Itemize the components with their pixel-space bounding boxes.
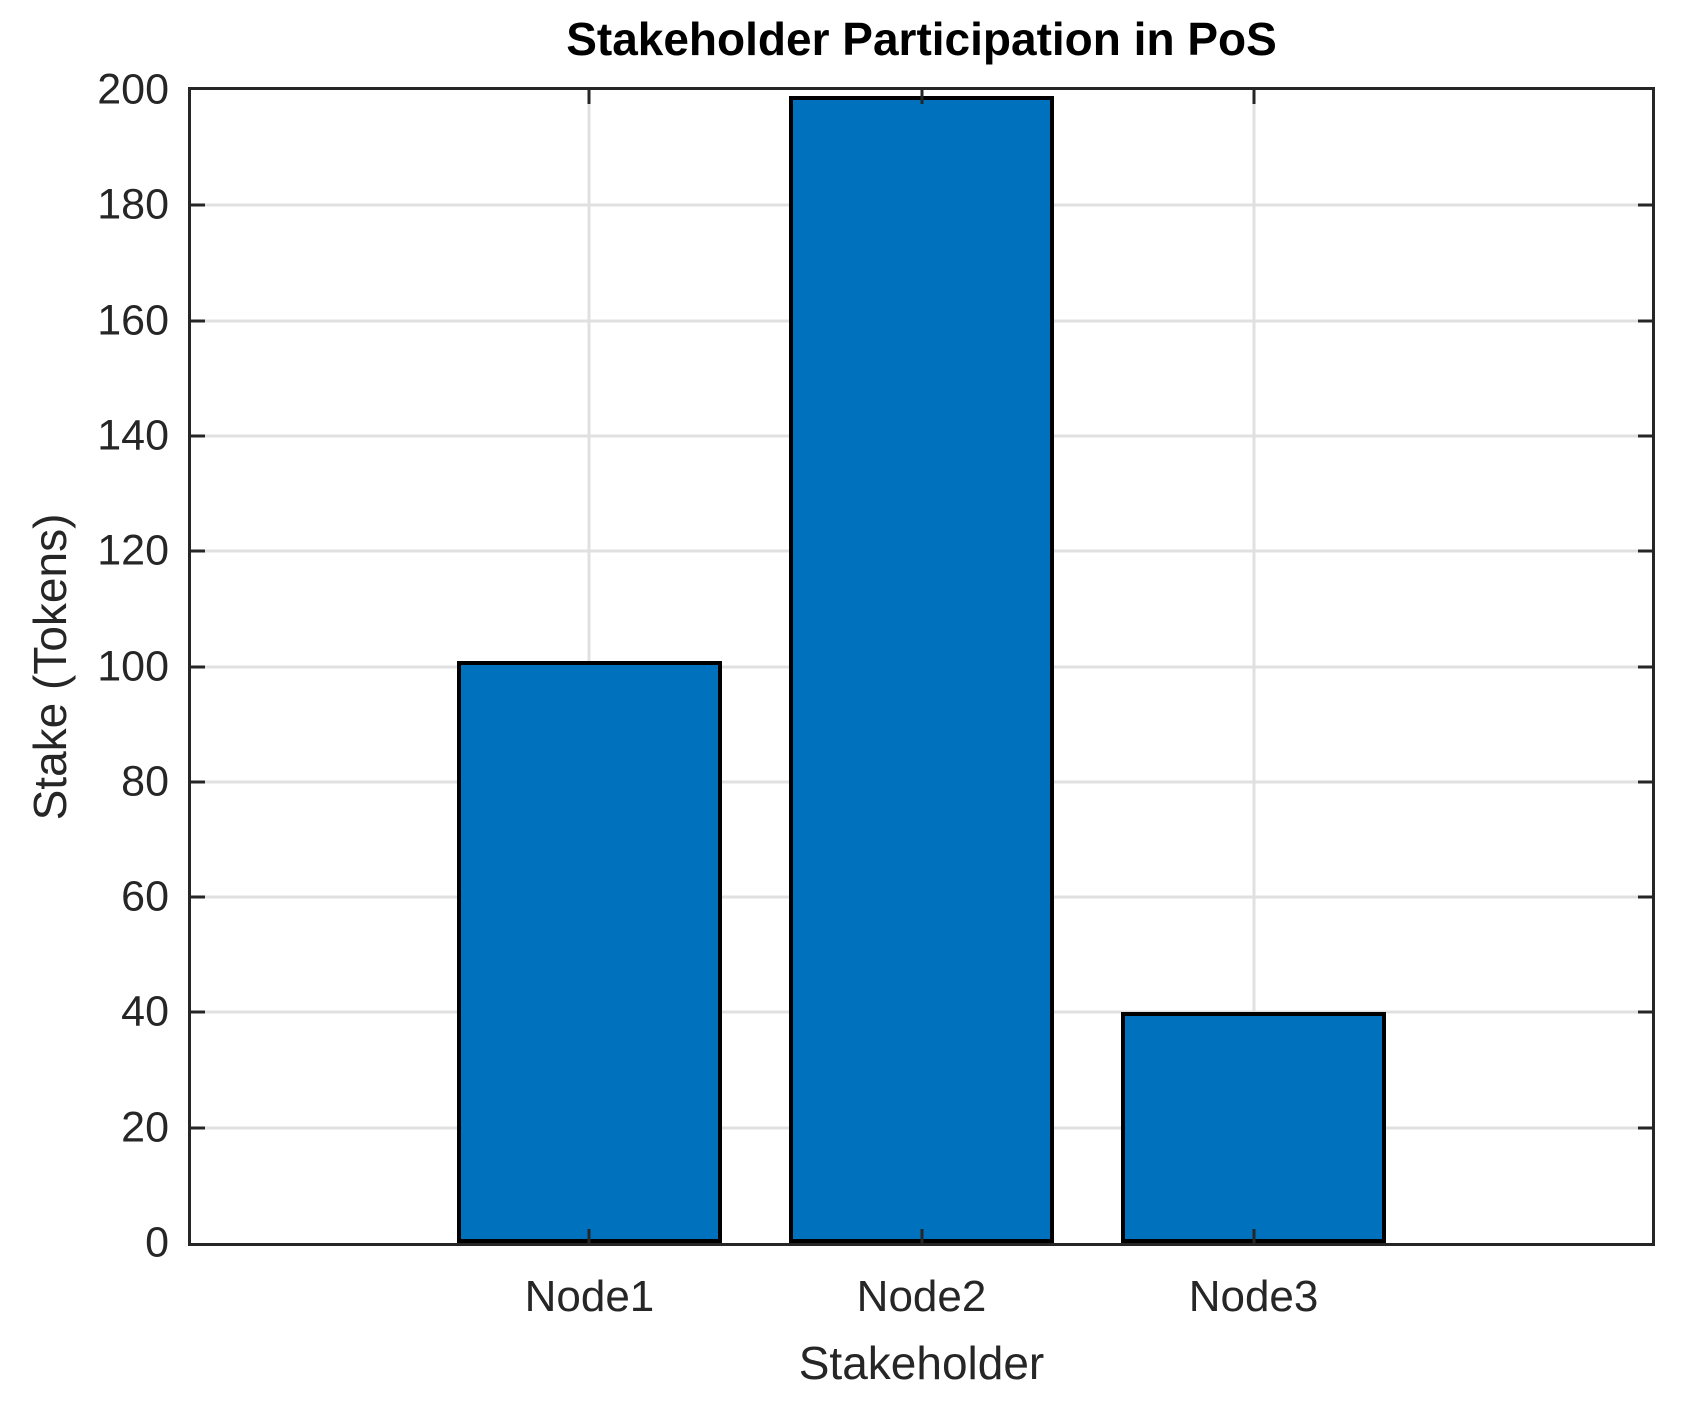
x-tick-mark	[1252, 90, 1256, 104]
y-tick-mark	[191, 203, 205, 207]
y-tick-mark	[1638, 1010, 1652, 1014]
y-tick-label: 160	[97, 296, 169, 345]
y-tick-mark	[1638, 549, 1652, 553]
y-tick-mark	[191, 895, 205, 899]
x-tick-mark	[587, 90, 591, 104]
bar-node3	[1120, 1012, 1387, 1243]
y-tick-label: 180	[97, 180, 169, 229]
y-axis-label: Stake (Tokens)	[24, 513, 76, 821]
x-tick-mark	[920, 90, 923, 104]
bar-node2	[788, 95, 1055, 1243]
y-tick-label: 60	[121, 872, 169, 921]
x-tick-mark	[587, 1229, 591, 1243]
y-tick-mark	[1638, 895, 1652, 899]
y-tick-label: 20	[121, 1103, 169, 1152]
x-axis-label: Stakeholder	[798, 1337, 1045, 1389]
y-tick-label: 120	[97, 526, 169, 575]
y-tick-mark	[1638, 780, 1652, 784]
y-tick-mark	[1638, 1126, 1652, 1130]
y-tick-label: 140	[97, 411, 169, 460]
x-tick-mark	[1252, 1229, 1256, 1243]
y-tick-mark	[191, 665, 205, 668]
y-tick-mark	[1638, 434, 1652, 438]
y-tick-label: 0	[145, 1218, 169, 1267]
y-tick-label: 200	[97, 65, 169, 114]
x-tick-label: Node3	[1188, 1272, 1319, 1321]
y-tick-mark	[1638, 665, 1652, 668]
chart-title: Stakeholder Participation in PoS	[566, 13, 1277, 65]
x-tick-label: Node2	[856, 1272, 987, 1321]
y-tick-mark	[1638, 203, 1652, 207]
y-tick-mark	[1638, 319, 1652, 323]
y-tick-label: 40	[121, 987, 169, 1036]
y-tick-label: 80	[121, 757, 169, 806]
x-tick-label: Node1	[524, 1272, 655, 1321]
y-tick-mark	[191, 1010, 205, 1014]
y-tick-mark	[191, 549, 205, 553]
y-tick-mark	[191, 1126, 205, 1130]
plot-area	[188, 87, 1655, 1246]
y-tick-mark	[191, 780, 205, 784]
y-tick-mark	[191, 434, 205, 438]
x-tick-mark	[920, 1229, 923, 1243]
y-tick-mark	[191, 319, 205, 323]
y-tick-label: 100	[97, 642, 169, 690]
bar-node1	[456, 660, 723, 1243]
